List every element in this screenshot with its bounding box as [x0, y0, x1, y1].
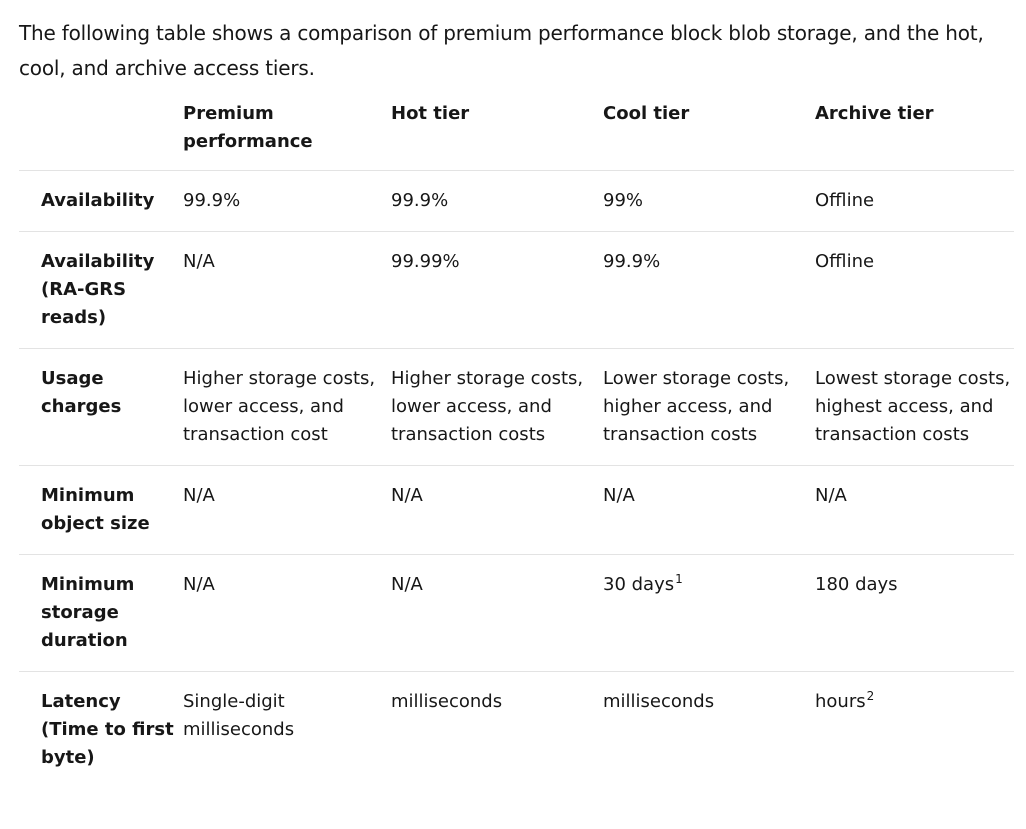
- cell-archive-value: Lowest storage costs, highest access, an…: [815, 368, 1011, 445]
- cell-archive-value: Offline: [815, 190, 875, 211]
- header-archive-tier: Archive tier: [815, 103, 934, 124]
- cell-hot-value: Higher storage costs, lower access, and …: [391, 368, 584, 445]
- cell-hot-value: milliseconds: [391, 691, 503, 712]
- table-row: Availability 99.9% 99.9% 99% Offline: [19, 170, 1014, 232]
- row-label-availability: Availability: [41, 190, 155, 211]
- cell-cool-value: N/A: [603, 485, 635, 506]
- header-hot-tier: Hot tier: [391, 103, 470, 124]
- row-label-latency: Latency (Time to first byte): [41, 691, 174, 768]
- tier-comparison-table: Premium performance Hot tier Cool tier A…: [19, 94, 1014, 788]
- row-label-minimum-storage-duration: Minimum storage duration: [41, 574, 135, 651]
- table-row: Latency (Time to first byte) Single-digi…: [19, 671, 1014, 789]
- table-row: Minimum storage duration N/A N/A 30 days…: [19, 554, 1014, 672]
- cell-archive-value: hours2: [815, 672, 1014, 789]
- intro-paragraph: The following table shows a comparison o…: [19, 21, 984, 80]
- table-row: Usage charges Higher storage costs, lowe…: [19, 348, 1014, 466]
- cell-cool-value: milliseconds: [603, 691, 715, 712]
- cell-archive-value: Offline: [815, 251, 875, 272]
- row-label-availability-ra-grs: Availability (RA-GRS reads): [41, 251, 155, 328]
- cell-hot-value: 99.99%: [391, 251, 460, 272]
- cell-cool-text: 30 days: [603, 574, 675, 595]
- row-label-minimum-object-size: Minimum object size: [41, 485, 150, 534]
- cell-hot-value: N/A: [391, 574, 423, 595]
- cell-cool-value: 99%: [603, 190, 644, 211]
- footnote-marker: 1: [675, 572, 683, 586]
- cell-hot-value: N/A: [391, 485, 423, 506]
- table-row: Availability (RA-GRS reads) N/A 99.99% 9…: [19, 231, 1014, 349]
- row-label-usage-charges: Usage charges: [41, 368, 122, 417]
- cell-cool-value: 30 days1: [603, 555, 815, 672]
- cell-premium-value: Single-digit milliseconds: [183, 691, 295, 740]
- cell-cool-value: Lower storage costs, higher access, and …: [603, 368, 790, 445]
- cell-premium-value: 99.9%: [183, 190, 241, 211]
- cell-hot-value: 99.9%: [391, 190, 449, 211]
- header-empty-cell: [19, 94, 183, 171]
- header-premium-performance: Premium performance: [183, 103, 313, 152]
- cell-archive-value: N/A: [815, 485, 847, 506]
- cell-archive-value: 180 days: [815, 574, 898, 595]
- cell-premium-value: Higher storage costs, lower access, and …: [183, 368, 376, 445]
- cell-cool-value: 99.9%: [603, 251, 661, 272]
- table-header-row: Premium performance Hot tier Cool tier A…: [19, 94, 1014, 171]
- footnote-marker: 2: [866, 689, 875, 703]
- cell-premium-value: N/A: [183, 574, 215, 595]
- header-cool-tier: Cool tier: [603, 103, 690, 124]
- cell-premium-value: N/A: [183, 251, 215, 272]
- cell-archive-text: hours: [815, 691, 866, 712]
- cell-premium-value: N/A: [183, 485, 215, 506]
- table-row: Minimum object size N/A N/A N/A N/A: [19, 465, 1014, 555]
